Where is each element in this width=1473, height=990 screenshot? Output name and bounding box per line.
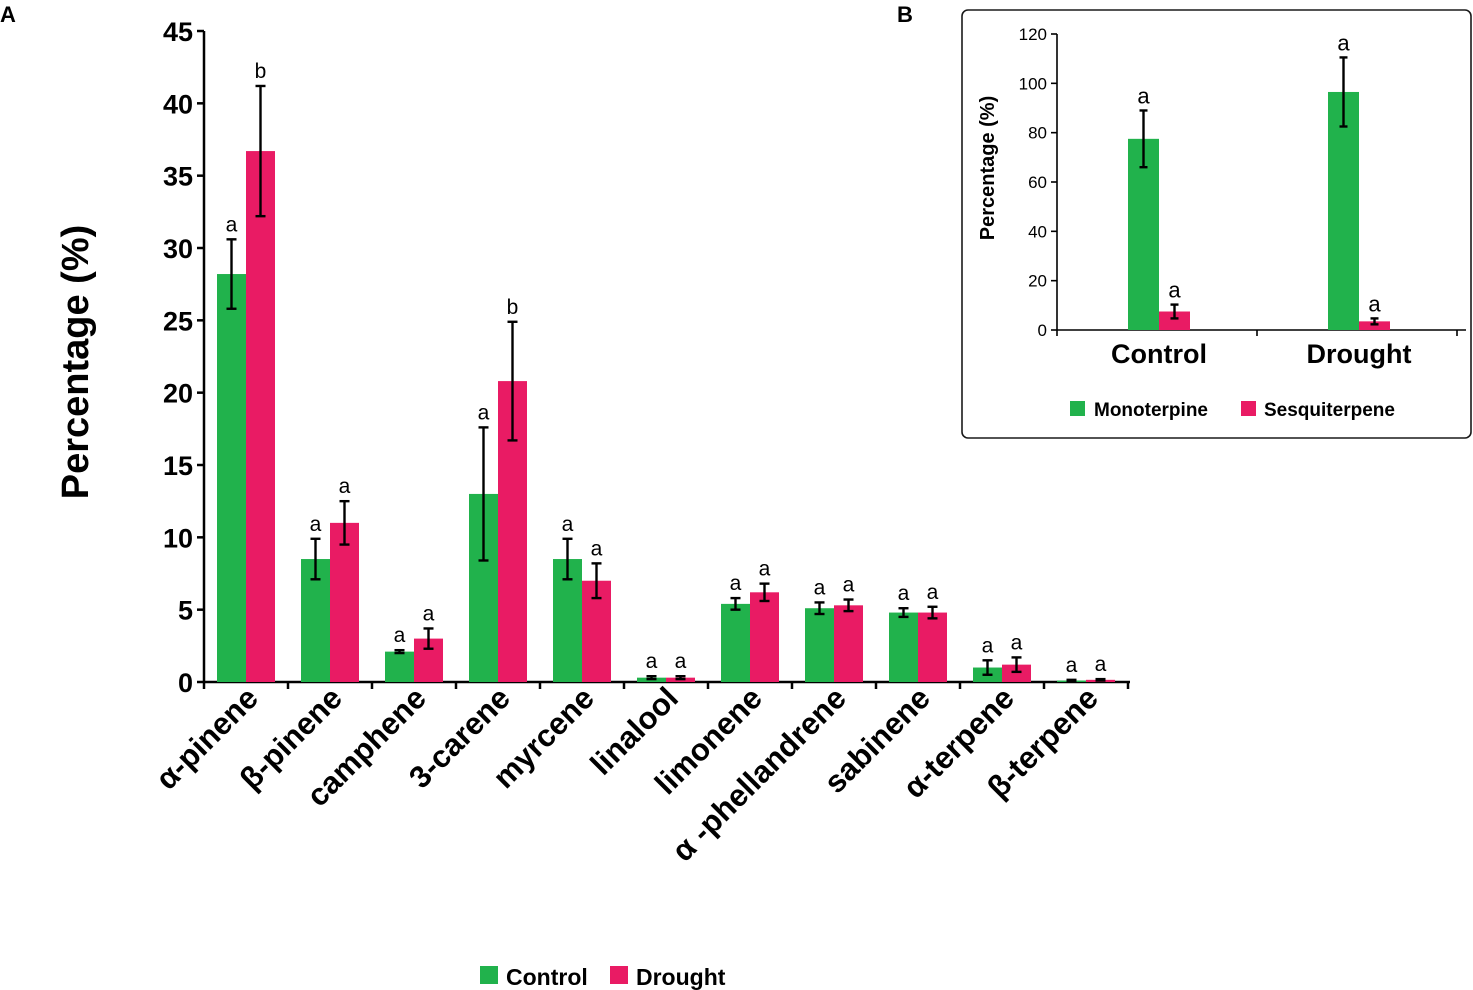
a-bar-control-sabinene bbox=[889, 612, 918, 682]
panel-b-y-axis-label: Percentage (%) bbox=[977, 96, 999, 241]
panel-a-error-bars bbox=[226, 84, 1106, 683]
panel-a-y-tick-labels: 0 5 10 15 20 25 30 35 40 45 bbox=[163, 17, 193, 698]
a-bar-control-limonene bbox=[721, 603, 750, 682]
b-significance-letter: a bbox=[1168, 278, 1181, 303]
panel-b-axes bbox=[1051, 33, 1466, 336]
a-bar-control-phellandrene bbox=[805, 608, 834, 682]
b-bar-sesquiterpene-drought bbox=[1359, 321, 1390, 330]
panel-b: B Percentage (%) 0 20 40 60 80 100 120 a a a a Co… bbox=[897, 2, 1472, 439]
legend-swatch-control bbox=[480, 966, 498, 984]
legend-swatch-sesquiterpene bbox=[1241, 401, 1256, 416]
panel-b-significance-letters: a a a a bbox=[1137, 30, 1381, 316]
a-y-tick-label: 20 bbox=[163, 379, 193, 409]
panel-b-y-tick-labels: 0 20 40 60 80 100 120 bbox=[1019, 25, 1047, 340]
panel-a-y-axis-label: Percentage (%) bbox=[55, 225, 97, 500]
a-significance-letter: a bbox=[423, 602, 435, 625]
a-bar-control-camphene bbox=[385, 651, 414, 682]
panel-a-legend: Control Drought bbox=[480, 964, 726, 990]
panel-b-legend: Monoterpine Sesquiterpene bbox=[1070, 400, 1395, 421]
a-significance-letter: b bbox=[507, 296, 519, 319]
a-significance-letter: a bbox=[478, 401, 490, 424]
category-label-drought: Drought bbox=[1307, 339, 1412, 369]
a-y-tick-label: 40 bbox=[163, 89, 193, 119]
a-significance-letter: a bbox=[898, 582, 910, 605]
b-y-tick-label: 0 bbox=[1038, 321, 1047, 340]
a-significance-letter: a bbox=[1095, 653, 1107, 676]
b-y-tick-label: 80 bbox=[1028, 124, 1047, 143]
a-y-tick-label: 30 bbox=[163, 234, 193, 264]
panel-b-letter: B bbox=[897, 2, 913, 27]
panel-a-letter: A bbox=[0, 2, 16, 27]
a-significance-letter: a bbox=[814, 576, 826, 599]
a-significance-letter: a bbox=[562, 513, 574, 536]
a-significance-letter: a bbox=[394, 624, 406, 647]
a-significance-letter: a bbox=[1066, 654, 1078, 677]
a-y-tick-label: 5 bbox=[178, 596, 193, 626]
a-bar-drought-sabinene bbox=[918, 612, 947, 682]
panel-b-category-labels: Control Drought bbox=[1111, 339, 1411, 369]
b-significance-letter: a bbox=[1137, 83, 1150, 108]
a-significance-letter: a bbox=[646, 650, 658, 673]
panel-b-bars bbox=[1128, 91, 1390, 330]
b-y-tick-label: 120 bbox=[1019, 25, 1047, 44]
a-y-tick-label: 10 bbox=[163, 523, 193, 553]
panel-a-bars bbox=[217, 151, 1115, 682]
legend-label-control: Control bbox=[506, 964, 588, 990]
a-significance-letter: a bbox=[675, 650, 687, 673]
legend-swatch-drought bbox=[610, 966, 628, 984]
a-y-tick-label: 45 bbox=[163, 17, 193, 47]
a-significance-letter: b bbox=[255, 60, 267, 83]
b-y-tick-label: 60 bbox=[1028, 173, 1047, 192]
legend-swatch-monoterpine bbox=[1070, 401, 1085, 416]
b-y-tick-label: 20 bbox=[1028, 272, 1047, 291]
a-significance-letter: a bbox=[226, 213, 238, 236]
b-bar-sesquiterpene-control bbox=[1159, 311, 1190, 330]
b-bar-monoterpine-drought bbox=[1328, 91, 1359, 330]
a-bar-drought-pinene bbox=[246, 151, 275, 682]
a-y-tick-label: 15 bbox=[163, 451, 193, 481]
a-y-tick-label: 25 bbox=[163, 306, 193, 336]
a-significance-letter: a bbox=[310, 513, 322, 536]
a-bar-drought-phellandrene bbox=[834, 605, 863, 682]
a-significance-letter: a bbox=[927, 581, 939, 604]
legend-label-sesquiterpene: Sesquiterpene bbox=[1264, 400, 1395, 421]
category-label-control: Control bbox=[1111, 339, 1207, 369]
legend-label-drought: Drought bbox=[636, 964, 726, 990]
b-y-tick-label: 40 bbox=[1028, 222, 1047, 241]
a-bar-drought-limonene bbox=[750, 592, 779, 682]
a-significance-letter: a bbox=[339, 475, 351, 498]
a-significance-letter: a bbox=[1011, 631, 1023, 654]
a-y-tick-label: 0 bbox=[178, 668, 193, 698]
a-significance-letter: a bbox=[730, 572, 742, 595]
b-y-tick-label: 100 bbox=[1019, 74, 1047, 93]
a-significance-letter: a bbox=[759, 558, 771, 581]
b-bar-monoterpine-control bbox=[1128, 138, 1159, 330]
a-y-tick-label: 35 bbox=[163, 162, 193, 192]
a-bar-drought-pinene bbox=[330, 522, 359, 682]
b-significance-letter: a bbox=[1368, 291, 1381, 316]
b-significance-letter: a bbox=[1337, 30, 1350, 55]
a-bar-drought-terpene bbox=[1002, 664, 1031, 682]
a-significance-letter: a bbox=[843, 574, 855, 597]
panel-a-category-labels: α-pineneβ-pinenecamphene3-carenemyrcenel… bbox=[149, 680, 1105, 868]
a-significance-letter: a bbox=[982, 634, 994, 657]
a-significance-letter: a bbox=[591, 537, 603, 560]
panel-b-error-bars bbox=[1139, 56, 1379, 326]
legend-label-monoterpine: Monoterpine bbox=[1094, 400, 1208, 421]
a-bar-control-pinene bbox=[217, 274, 246, 682]
